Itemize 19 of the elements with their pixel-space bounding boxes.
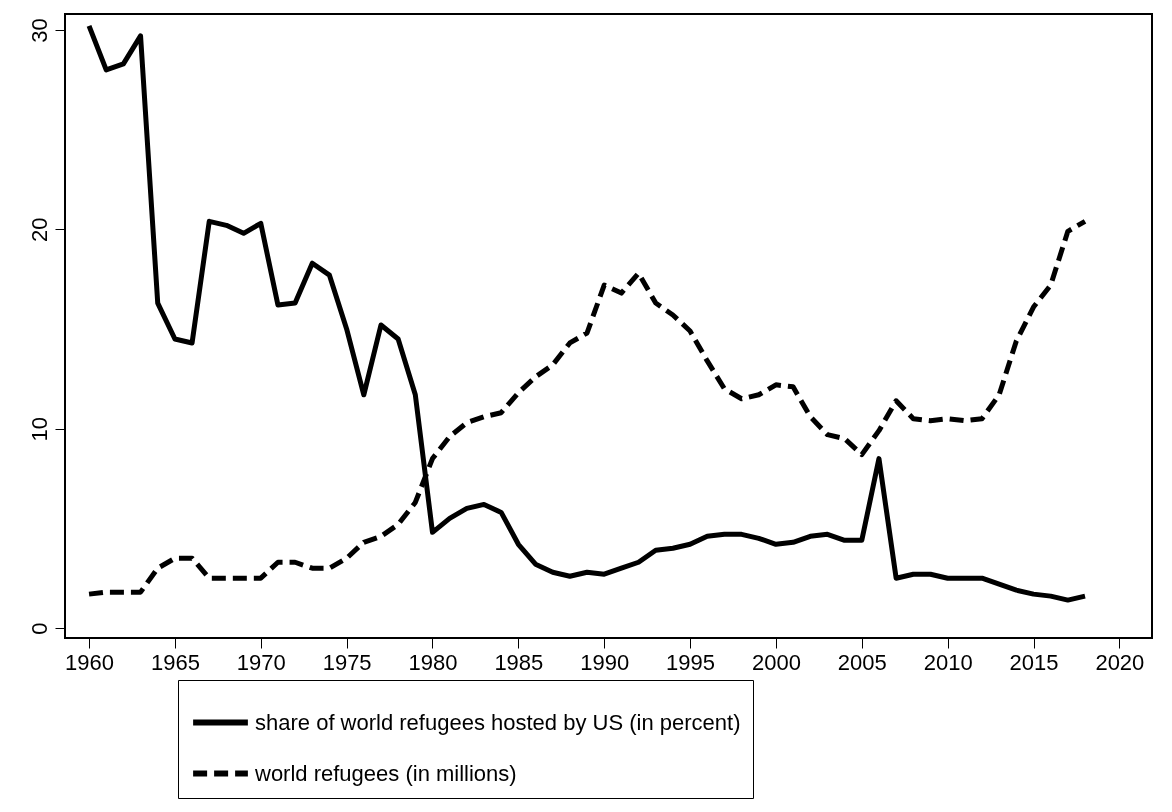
x-tick-label: 1995 <box>666 649 716 675</box>
x-tick-label: 2020 <box>1095 649 1145 675</box>
y-tick-label: 20 <box>26 217 52 243</box>
x-tick-label: 1975 <box>322 649 372 675</box>
legend-label: world refugees (in millions) <box>254 760 517 786</box>
x-tick-label: 2000 <box>751 649 801 675</box>
x-tick-label: 2005 <box>837 649 887 675</box>
x-tick-label: 1985 <box>494 649 544 675</box>
legend-label: share of world refugees hosted by US (in percent) <box>255 709 741 735</box>
y-tick-label: 0 <box>26 622 52 635</box>
x-tick-label: 1970 <box>236 649 286 675</box>
x-tick-label: 1960 <box>65 649 115 675</box>
x-tick-label: 1990 <box>580 649 630 675</box>
x-tick-label: 1980 <box>408 649 458 675</box>
y-tick-label: 30 <box>26 18 52 43</box>
y-tick-label: 10 <box>26 416 52 442</box>
x-tick-label: 2010 <box>923 649 973 675</box>
x-tick-label: 1965 <box>150 649 200 675</box>
x-tick-label: 2015 <box>1009 649 1059 675</box>
